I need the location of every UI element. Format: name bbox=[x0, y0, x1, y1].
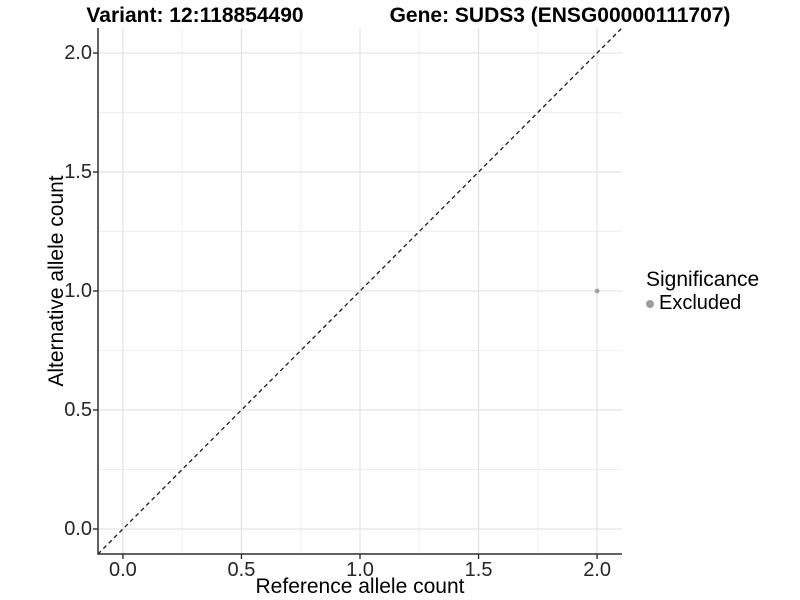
x-tick-label: 2.0 bbox=[583, 559, 611, 581]
x-tick-label: 0.5 bbox=[227, 559, 256, 581]
legend-item-label: Excluded bbox=[659, 292, 742, 314]
data-point bbox=[594, 288, 600, 294]
identity-dashed-line bbox=[97, 27, 623, 555]
gridlines-major bbox=[98, 28, 622, 554]
x-axis-title: Reference allele count bbox=[255, 575, 465, 598]
legend-title: Significance bbox=[646, 268, 760, 291]
plot-title-variant: Variant: 12:118854490 bbox=[86, 4, 304, 27]
plot-title-gene: Gene: SUDS3 (ENSG00000111707) bbox=[389, 4, 731, 27]
y-tick-label: 0.5 bbox=[64, 399, 92, 421]
y-tick-label: 1.0 bbox=[64, 280, 92, 302]
y-tick-label: 2.0 bbox=[64, 41, 92, 64]
y-tick-label: 1.5 bbox=[64, 160, 92, 183]
legend-item-excluded: Excluded bbox=[644, 292, 759, 315]
legend-point-icon bbox=[646, 299, 654, 308]
series-excluded bbox=[594, 288, 600, 294]
legend: Significance Excluded bbox=[644, 268, 759, 315]
y-axis-title: Alternative allele count bbox=[45, 175, 68, 387]
x-tick-label: 1.5 bbox=[464, 559, 493, 581]
tick-marks bbox=[93, 52, 598, 559]
x-tick-label: 0.0 bbox=[108, 559, 137, 581]
y-tick-label: 0.0 bbox=[64, 518, 92, 540]
x-tick-label: 1.0 bbox=[346, 559, 374, 581]
